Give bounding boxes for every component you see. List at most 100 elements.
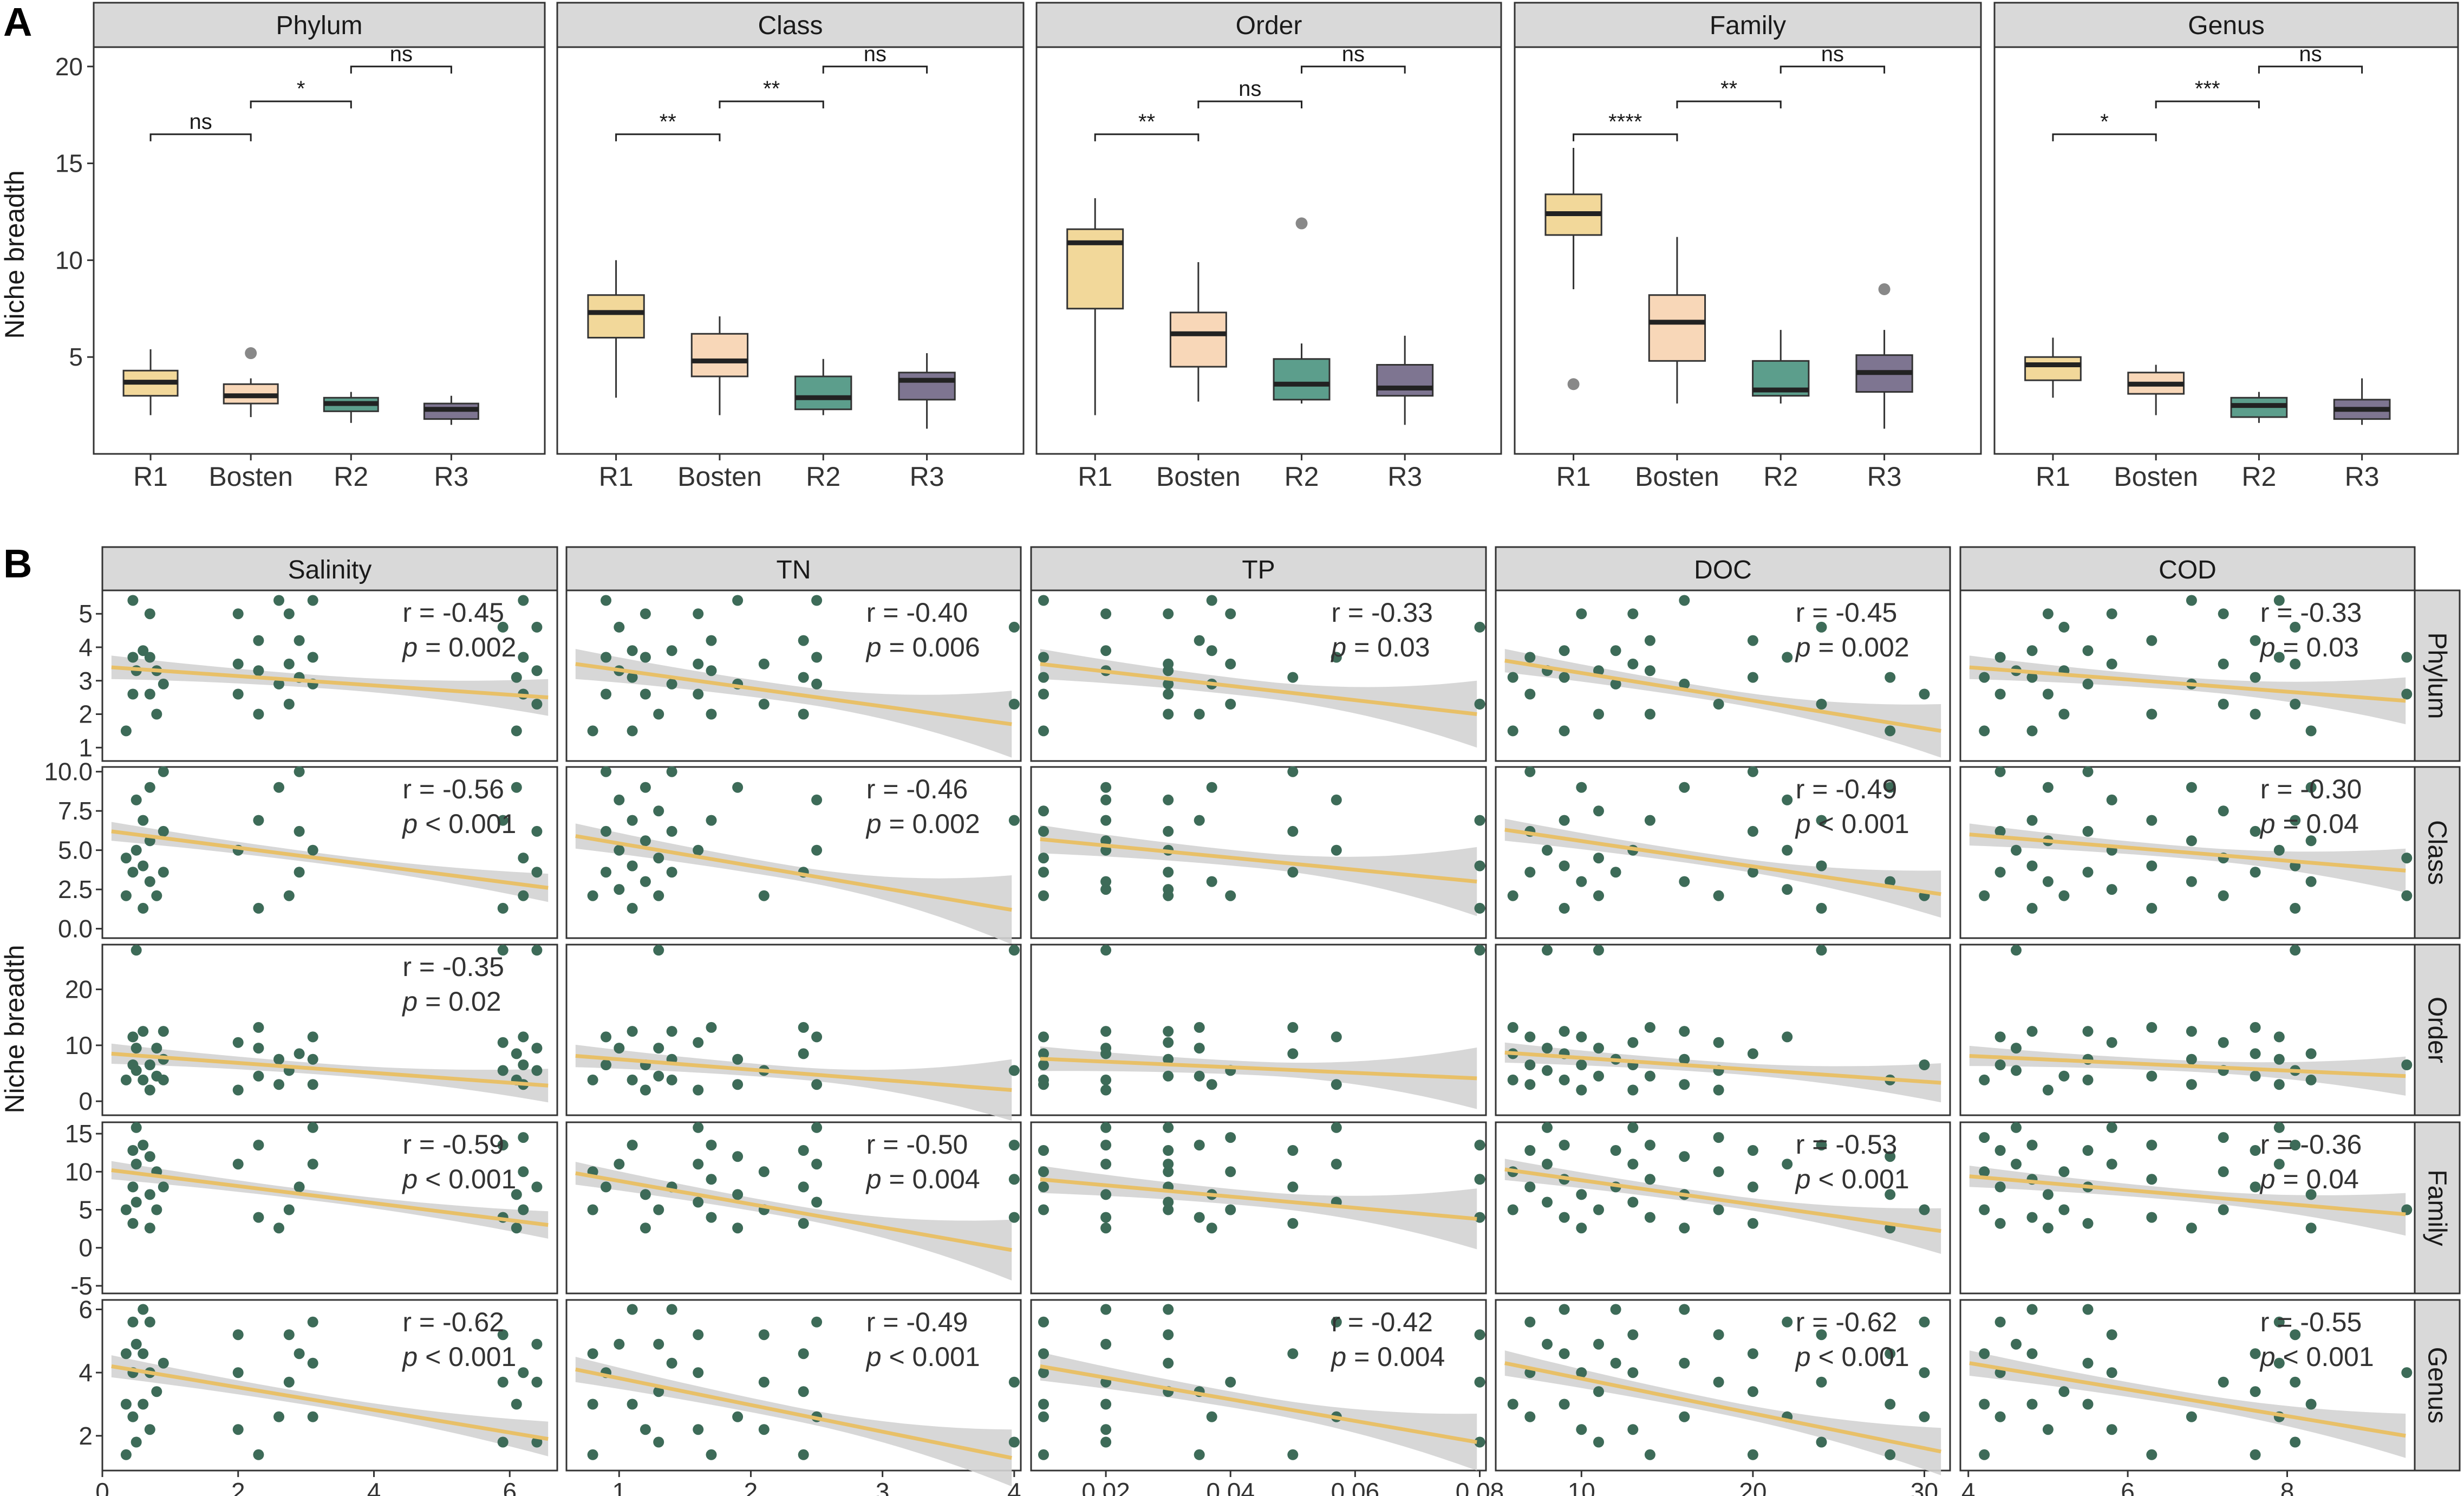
data-point <box>1507 890 1518 901</box>
x-tick-label: R1 <box>1078 461 1112 492</box>
data-point <box>1885 876 1896 887</box>
data-point <box>2305 1074 2317 1085</box>
scatter-panel-frame <box>101 766 558 939</box>
regression-line <box>1040 837 1477 884</box>
data-point <box>2026 815 2038 826</box>
data-point <box>1627 608 1639 620</box>
bracket-line <box>250 100 352 109</box>
data-point <box>2042 688 2054 700</box>
significance-bracket: ** <box>1094 110 1200 141</box>
data-point <box>144 782 155 793</box>
scatter-facet-order-tp <box>1030 944 1487 1116</box>
data-point <box>1008 1376 1020 1388</box>
data-point <box>1100 1026 1112 1037</box>
data-point <box>1331 652 1342 663</box>
data-point <box>1163 1026 1174 1037</box>
data-point <box>232 688 244 700</box>
data-point <box>2305 876 2317 887</box>
data-point <box>1747 1348 1758 1360</box>
data-point <box>1163 678 1174 690</box>
data-point <box>1994 766 2006 777</box>
regression-line <box>1969 665 2406 703</box>
data-point <box>2026 1026 2038 1037</box>
data-point <box>2011 1338 2022 1350</box>
data-point <box>587 1074 598 1085</box>
confidence-band <box>1969 655 2406 725</box>
significance-bracket: **** <box>1573 110 1678 141</box>
data-point <box>511 782 522 793</box>
data-point <box>1100 1048 1112 1059</box>
x-tick-label: Bosten <box>1156 461 1241 492</box>
data-point <box>158 825 169 837</box>
data-point <box>798 1386 809 1397</box>
data-point <box>2106 608 2117 620</box>
data-point <box>1679 595 1690 606</box>
data-point <box>1994 867 2006 878</box>
data-point <box>1163 1304 1174 1315</box>
data-point <box>531 1043 543 1054</box>
data-point <box>120 1074 132 1085</box>
data-point <box>1816 699 1827 710</box>
data-point <box>138 1140 149 1151</box>
data-point <box>1474 860 1485 871</box>
x-tick-label: R2 <box>1285 461 1319 492</box>
data-point <box>1593 1338 1604 1350</box>
significance-bracket: ns <box>149 110 252 141</box>
stat-p-label: p < 0.001 <box>401 1342 516 1372</box>
facet-strip <box>1993 2 2459 48</box>
data-point <box>1331 1316 1342 1328</box>
data-point <box>1979 890 1990 901</box>
data-point <box>1163 1145 1174 1156</box>
data-point <box>1507 1022 1518 1033</box>
significance-bracket: * <box>2052 110 2157 141</box>
regression-line <box>111 665 549 700</box>
data-point <box>531 825 543 837</box>
significance-bracket: ** <box>1676 77 1782 109</box>
data-point <box>1163 1070 1174 1082</box>
data-point <box>2305 835 2317 847</box>
data-point <box>1782 652 1793 663</box>
data-point <box>1679 782 1690 793</box>
data-point <box>2290 902 2301 914</box>
data-point <box>811 1122 823 1133</box>
data-point <box>653 1338 664 1350</box>
stat-r-label: r = -0.46 <box>866 774 968 804</box>
data-point <box>1038 1449 1049 1460</box>
data-point <box>666 1357 677 1369</box>
data-point <box>2058 708 2070 720</box>
data-point <box>811 794 823 805</box>
scatter-facet-class-salinity: 0.0 2.5 5.0 7.5 10.0 r = -0.56 p < 0.001 <box>44 758 558 943</box>
data-point <box>1287 1022 1299 1033</box>
data-point <box>1919 1411 1930 1422</box>
data-point <box>653 708 664 720</box>
data-point <box>1713 1204 1724 1215</box>
data-point <box>693 1037 704 1048</box>
x-tick-label: 2 <box>231 1478 245 1496</box>
significance-bracket: ** <box>719 77 824 109</box>
data-point <box>1782 794 1793 805</box>
data-point <box>1542 1338 1553 1350</box>
data-point <box>1919 1367 1930 1378</box>
confidence-band <box>1040 1166 1477 1250</box>
data-point <box>232 1367 244 1378</box>
x-tick-label: 0.08 <box>1456 1478 1504 1496</box>
confidence-band <box>111 822 549 902</box>
data-point <box>1747 1145 1758 1156</box>
data-point <box>1542 844 1553 856</box>
data-point <box>2401 1367 2413 1378</box>
data-point <box>2290 1376 2301 1388</box>
data-point <box>627 1074 638 1085</box>
data-point <box>2011 1065 2022 1076</box>
data-point <box>1038 1145 1049 1156</box>
data-point <box>758 1424 770 1435</box>
y-tick-label: 10.0 <box>44 758 93 786</box>
data-point <box>1507 1399 1518 1410</box>
data-point <box>158 1181 169 1193</box>
confidence-band <box>1040 1352 1477 1471</box>
regression-line <box>575 834 1012 912</box>
facet-order: Order R1 Bosten R2 R3 ** ns ns <box>1035 2 1502 492</box>
scatter-facet-genus-tp: 0.02 0.04 0.06 0.08 r = -0.42 p = 0.004 <box>1030 1299 1504 1496</box>
data-point <box>497 902 509 914</box>
row-strip-label: Family <box>2423 1169 2452 1246</box>
data-point <box>811 652 823 663</box>
